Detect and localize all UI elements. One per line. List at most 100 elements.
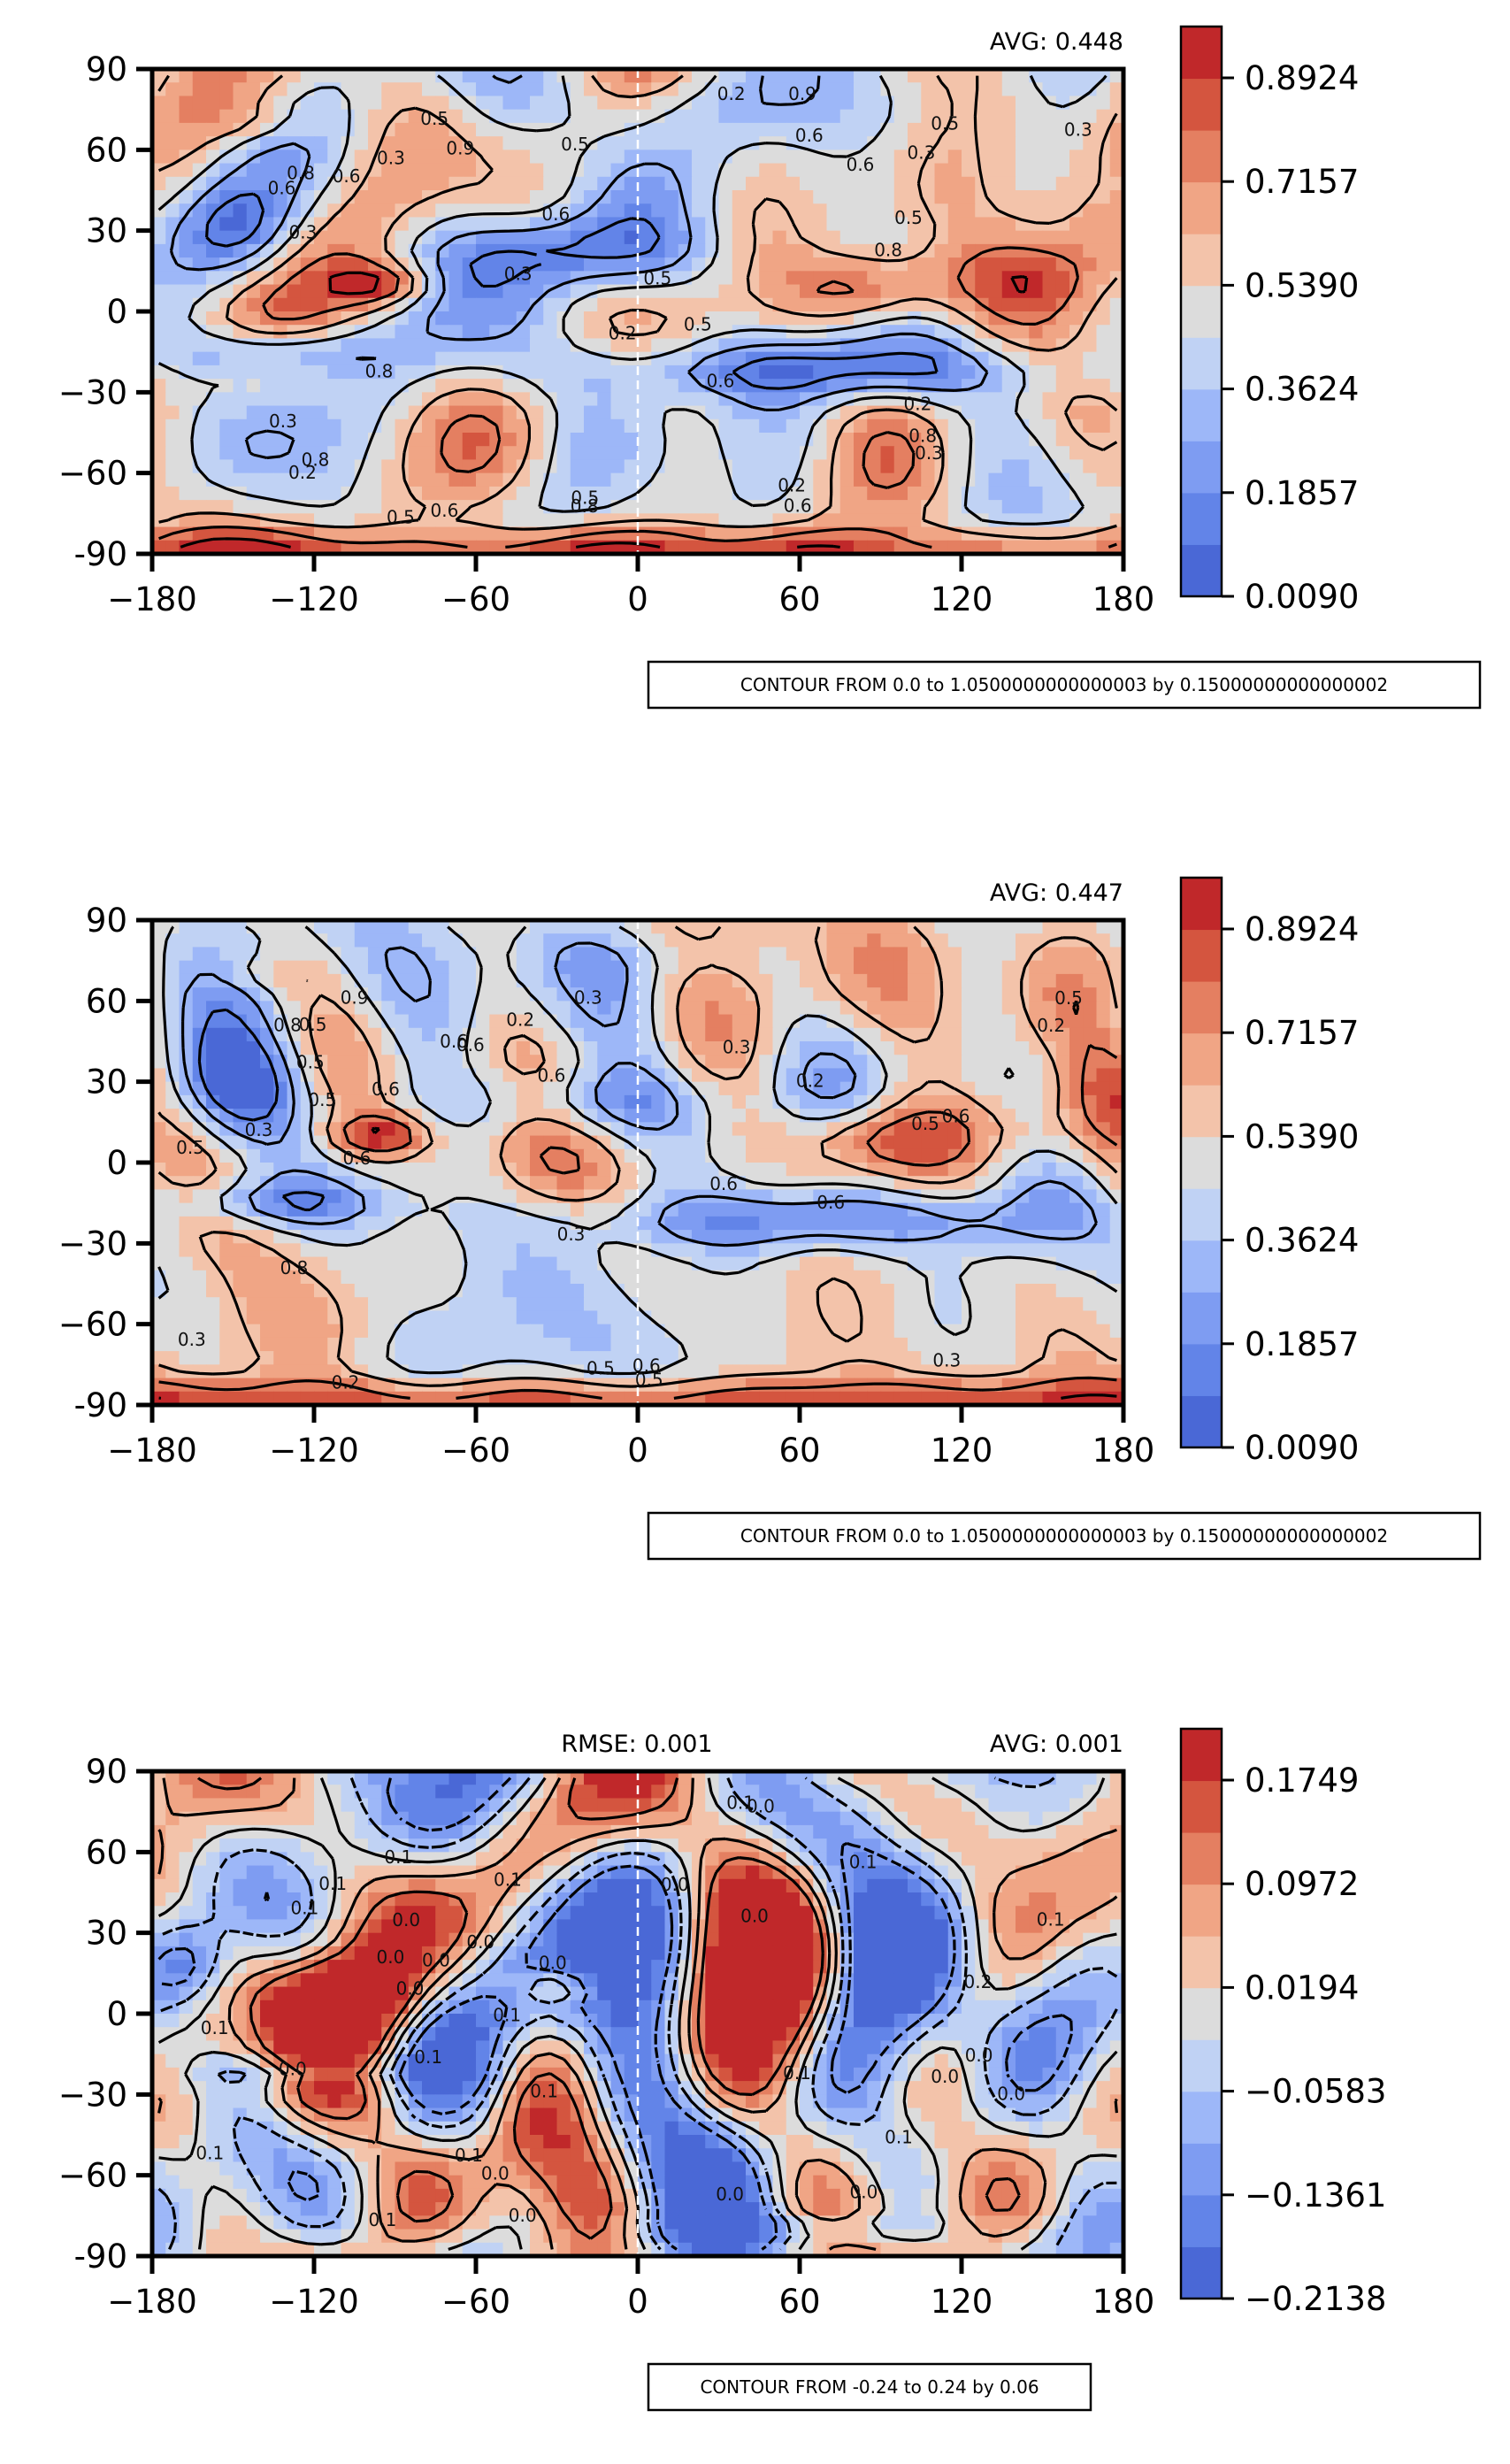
heatmap-cell bbox=[839, 136, 855, 150]
heatmap-cell bbox=[867, 230, 882, 245]
heatmap-cell bbox=[800, 243, 814, 258]
heatmap-cell bbox=[476, 1230, 490, 1244]
heatmap-cell bbox=[489, 311, 504, 326]
heatmap-cell bbox=[624, 1324, 639, 1339]
heatmap-cell bbox=[718, 379, 733, 393]
heatmap-cell bbox=[408, 1216, 423, 1231]
heatmap-cell bbox=[1001, 1027, 1016, 1042]
heatmap-cell bbox=[179, 136, 194, 150]
heatmap-cell bbox=[746, 230, 760, 245]
heatmap-cell bbox=[732, 405, 747, 420]
heatmap-cell bbox=[516, 933, 531, 948]
heatmap-cell bbox=[921, 122, 936, 137]
heatmap-cell bbox=[839, 472, 855, 487]
heatmap-cell bbox=[341, 1324, 356, 1339]
heatmap-cell bbox=[759, 1284, 774, 1298]
heatmap-cell bbox=[1042, 405, 1057, 420]
heatmap-cell bbox=[664, 446, 679, 461]
heatmap-cell bbox=[341, 513, 356, 528]
heatmap-cell bbox=[1083, 379, 1098, 393]
heatmap-cell bbox=[489, 190, 504, 204]
heatmap-cell bbox=[435, 69, 450, 83]
heatmap-cell bbox=[813, 1068, 828, 1083]
heatmap-cell bbox=[1069, 1189, 1084, 1204]
heatmap-cell bbox=[854, 109, 868, 124]
heatmap-cell bbox=[354, 1310, 369, 1325]
heatmap-cell bbox=[354, 1055, 369, 1070]
heatmap-cell bbox=[192, 217, 207, 232]
heatmap-cell bbox=[732, 1094, 747, 1109]
heatmap-cell bbox=[395, 1001, 410, 1016]
heatmap-cell bbox=[826, 136, 841, 150]
heatmap-cell bbox=[516, 69, 531, 83]
heatmap-cell bbox=[732, 933, 747, 948]
heatmap-cell bbox=[489, 973, 504, 988]
heatmap-cell bbox=[759, 109, 774, 124]
heatmap-cell bbox=[678, 257, 693, 272]
heatmap-cell bbox=[516, 1135, 531, 1150]
heatmap-cell bbox=[300, 540, 315, 554]
heatmap-cell bbox=[772, 392, 787, 407]
heatmap-cell bbox=[610, 1230, 625, 1244]
heatmap-cell bbox=[854, 82, 868, 97]
heatmap-cell bbox=[422, 217, 436, 232]
heatmap-cell bbox=[934, 325, 949, 340]
heatmap-cell bbox=[705, 1027, 720, 1042]
heatmap-cell bbox=[543, 1337, 558, 1352]
heatmap-cell bbox=[610, 150, 625, 165]
heatmap-cell bbox=[1029, 379, 1044, 393]
heatmap-cell bbox=[448, 1202, 464, 1217]
heatmap-cell bbox=[233, 920, 248, 934]
heatmap-cell bbox=[287, 163, 302, 178]
heatmap-cell bbox=[678, 69, 693, 83]
heatmap-cell bbox=[624, 338, 639, 353]
heatmap-cell bbox=[381, 500, 396, 514]
heatmap-cell bbox=[678, 1284, 693, 1298]
heatmap-cell bbox=[988, 230, 1003, 245]
heatmap-cell bbox=[1083, 513, 1098, 528]
heatmap-cell bbox=[260, 109, 274, 124]
heatmap-cell bbox=[165, 486, 180, 501]
heatmap-cell bbox=[934, 1256, 949, 1271]
heatmap-cell bbox=[260, 96, 274, 111]
heatmap-cell bbox=[1042, 69, 1057, 83]
heatmap-cell bbox=[746, 540, 760, 554]
heatmap-cell bbox=[867, 472, 882, 487]
heatmap-cell bbox=[273, 190, 288, 204]
heatmap-cell bbox=[246, 1163, 261, 1177]
heatmap-cell bbox=[921, 243, 936, 258]
heatmap-cell bbox=[233, 1256, 248, 1271]
heatmap-cell bbox=[813, 1270, 828, 1285]
heatmap-cell bbox=[921, 1055, 936, 1070]
heatmap-cell bbox=[448, 284, 464, 299]
heatmap-cell bbox=[1083, 446, 1098, 461]
heatmap-cell bbox=[516, 163, 531, 178]
heatmap-cell bbox=[381, 325, 396, 340]
heatmap-cell bbox=[962, 920, 976, 934]
heatmap-cell bbox=[408, 69, 423, 83]
heatmap-cell bbox=[718, 1094, 733, 1109]
heatmap-cell bbox=[476, 472, 490, 487]
heatmap-cell bbox=[746, 1230, 760, 1244]
heatmap-cell bbox=[395, 1243, 410, 1258]
heatmap-cell bbox=[975, 960, 990, 975]
heatmap-cell bbox=[908, 933, 922, 948]
heatmap-cell bbox=[273, 379, 288, 393]
heatmap-cell bbox=[1109, 190, 1123, 204]
heatmap-cell bbox=[395, 933, 410, 948]
heatmap-cell bbox=[732, 297, 747, 312]
heatmap-cell bbox=[287, 987, 302, 1002]
heatmap-cell bbox=[786, 82, 801, 97]
heatmap-cell bbox=[179, 392, 194, 407]
heatmap-cell bbox=[800, 190, 814, 204]
heatmap-cell bbox=[530, 472, 544, 487]
heatmap-cell bbox=[705, 1163, 720, 1177]
heatmap-cell bbox=[1083, 947, 1098, 962]
heatmap-cell bbox=[1042, 920, 1057, 934]
heatmap-cell bbox=[988, 1202, 1003, 1217]
heatmap-cell bbox=[489, 405, 504, 420]
heatmap-cell bbox=[422, 136, 436, 150]
heatmap-cell bbox=[381, 1068, 396, 1083]
heatmap-cell bbox=[1042, 136, 1057, 150]
heatmap-cell bbox=[718, 365, 733, 380]
